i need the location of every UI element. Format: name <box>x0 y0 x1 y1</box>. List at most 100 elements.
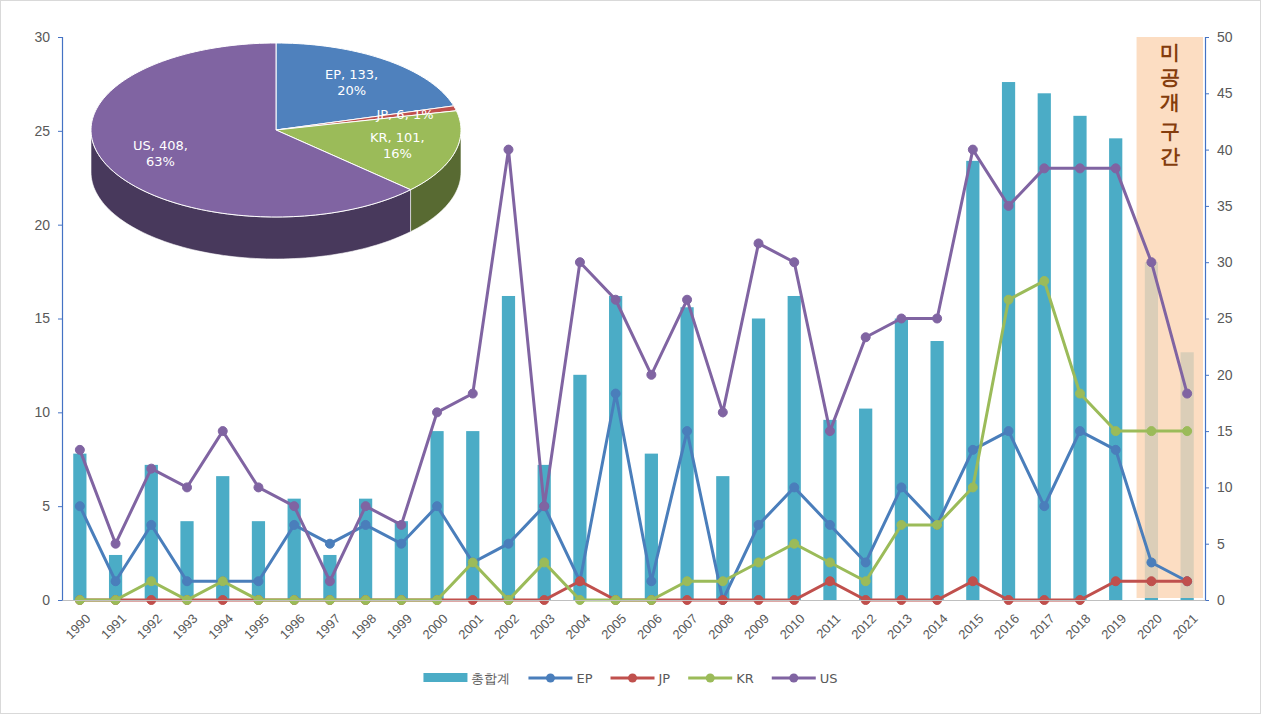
marker <box>647 577 656 586</box>
tick-mark <box>1205 37 1209 38</box>
tick: 30 <box>1205 254 1233 270</box>
legend-label: 총합계 <box>471 671 510 686</box>
tick-mark <box>1205 319 1209 320</box>
marker <box>754 239 763 248</box>
tick: 2011 <box>813 600 843 641</box>
bar <box>752 319 765 601</box>
tick-label: 1990 <box>62 611 93 642</box>
marker <box>1147 577 1156 586</box>
annotation-text: 미공개 구간 <box>1160 40 1180 168</box>
marker <box>825 577 834 586</box>
marker <box>325 539 334 548</box>
tick: 2003 <box>527 600 558 642</box>
bar <box>716 476 729 600</box>
tick: 20 <box>34 217 62 233</box>
marker <box>1147 558 1156 567</box>
marker <box>540 558 549 567</box>
tick: 2006 <box>634 600 665 642</box>
tick-label: 2008 <box>705 611 736 642</box>
axis: 1990199119921993199419951996199719981999… <box>62 600 1205 642</box>
tick-label: 2011 <box>813 611 843 641</box>
axis: 051015202530 <box>34 29 62 608</box>
tick-label: 5 <box>42 498 50 514</box>
bar <box>73 454 86 600</box>
bar <box>323 555 336 600</box>
marker <box>1111 445 1120 454</box>
tick: 2012 <box>848 600 879 642</box>
axis-line <box>63 600 1206 601</box>
legend-label: KR <box>736 671 754 686</box>
marker <box>754 520 763 529</box>
tick-mark <box>58 37 62 38</box>
tick-label: 2014 <box>920 611 951 642</box>
data-label: 20% <box>337 83 366 98</box>
tick: 2017 <box>1027 600 1058 642</box>
legend: 총합계 EP JP KR US <box>423 671 837 686</box>
tick-label: 1991 <box>98 611 129 642</box>
tick-label: 2021 <box>1170 611 1201 642</box>
marker <box>861 333 870 342</box>
tick: 20 <box>1205 367 1233 383</box>
marker <box>290 502 299 511</box>
tick-label: 2019 <box>1098 611 1129 642</box>
legend-swatch <box>789 674 798 683</box>
legend-swatch <box>423 673 467 682</box>
chart-root: 미공개 구간0510152025300510152025303540455019… <box>0 0 1261 714</box>
tick-mark <box>1205 487 1209 488</box>
marker <box>683 577 692 586</box>
tick: 2018 <box>1063 600 1094 642</box>
marker <box>218 577 227 586</box>
bar <box>609 296 622 600</box>
bar <box>538 465 551 600</box>
tick-label: 1994 <box>205 611 236 642</box>
marker <box>540 502 549 511</box>
bar <box>180 521 193 600</box>
marker <box>611 295 620 304</box>
line-series <box>75 389 1191 604</box>
annotation-band <box>1137 37 1203 598</box>
tick: 2004 <box>562 600 593 642</box>
legend-item: JP <box>611 671 671 686</box>
marker <box>611 389 620 398</box>
tick-label: 10 <box>1217 479 1233 495</box>
marker <box>861 558 870 567</box>
tick-label: 2009 <box>741 611 772 642</box>
bar <box>466 431 479 600</box>
tick: 2020 <box>1134 600 1165 642</box>
bar <box>502 296 515 600</box>
marker <box>1183 577 1192 586</box>
tick: 2015 <box>955 600 986 642</box>
tick-mark <box>1205 544 1209 545</box>
tick: 5 <box>42 498 62 514</box>
bar <box>895 319 908 601</box>
axis: 05101520253035404550 <box>1205 29 1233 608</box>
marker <box>933 520 942 529</box>
tick: 25 <box>34 123 62 139</box>
tick-mark <box>58 131 62 132</box>
tick: 2019 <box>1098 600 1129 642</box>
marker <box>504 539 513 548</box>
legend-label: US <box>820 671 838 686</box>
tick: 1992 <box>134 600 165 642</box>
bar <box>1038 93 1051 600</box>
pie <box>91 43 461 259</box>
tick-label: 1998 <box>348 611 379 642</box>
data-label: JP, 6, 1% <box>375 107 433 122</box>
pie-slice <box>91 43 411 217</box>
marker <box>1004 201 1013 210</box>
marker <box>968 445 977 454</box>
marker <box>718 577 727 586</box>
bar <box>645 454 658 600</box>
tick-label: 2018 <box>1063 611 1094 642</box>
marker <box>897 483 906 492</box>
tick: 30 <box>34 29 62 45</box>
marker <box>1147 258 1156 267</box>
marker <box>254 577 263 586</box>
legend-label: EP <box>576 671 592 686</box>
marker <box>754 558 763 567</box>
marker <box>540 502 549 511</box>
tick-mark <box>1205 93 1209 94</box>
bar <box>966 161 979 600</box>
marker <box>504 145 513 154</box>
tick-label: 2003 <box>527 611 558 642</box>
